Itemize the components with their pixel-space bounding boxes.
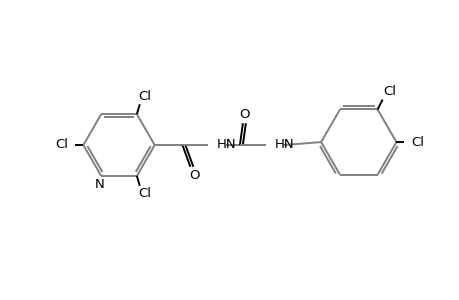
Text: O: O — [189, 169, 199, 182]
Text: Cl: Cl — [138, 90, 151, 103]
Text: Cl: Cl — [411, 136, 424, 148]
Text: HN: HN — [217, 138, 236, 151]
Text: Cl: Cl — [382, 85, 395, 98]
Text: N: N — [94, 178, 104, 191]
Text: Cl: Cl — [55, 138, 68, 151]
Text: O: O — [239, 108, 250, 121]
Text: Cl: Cl — [138, 187, 151, 200]
Text: HN: HN — [274, 138, 294, 151]
